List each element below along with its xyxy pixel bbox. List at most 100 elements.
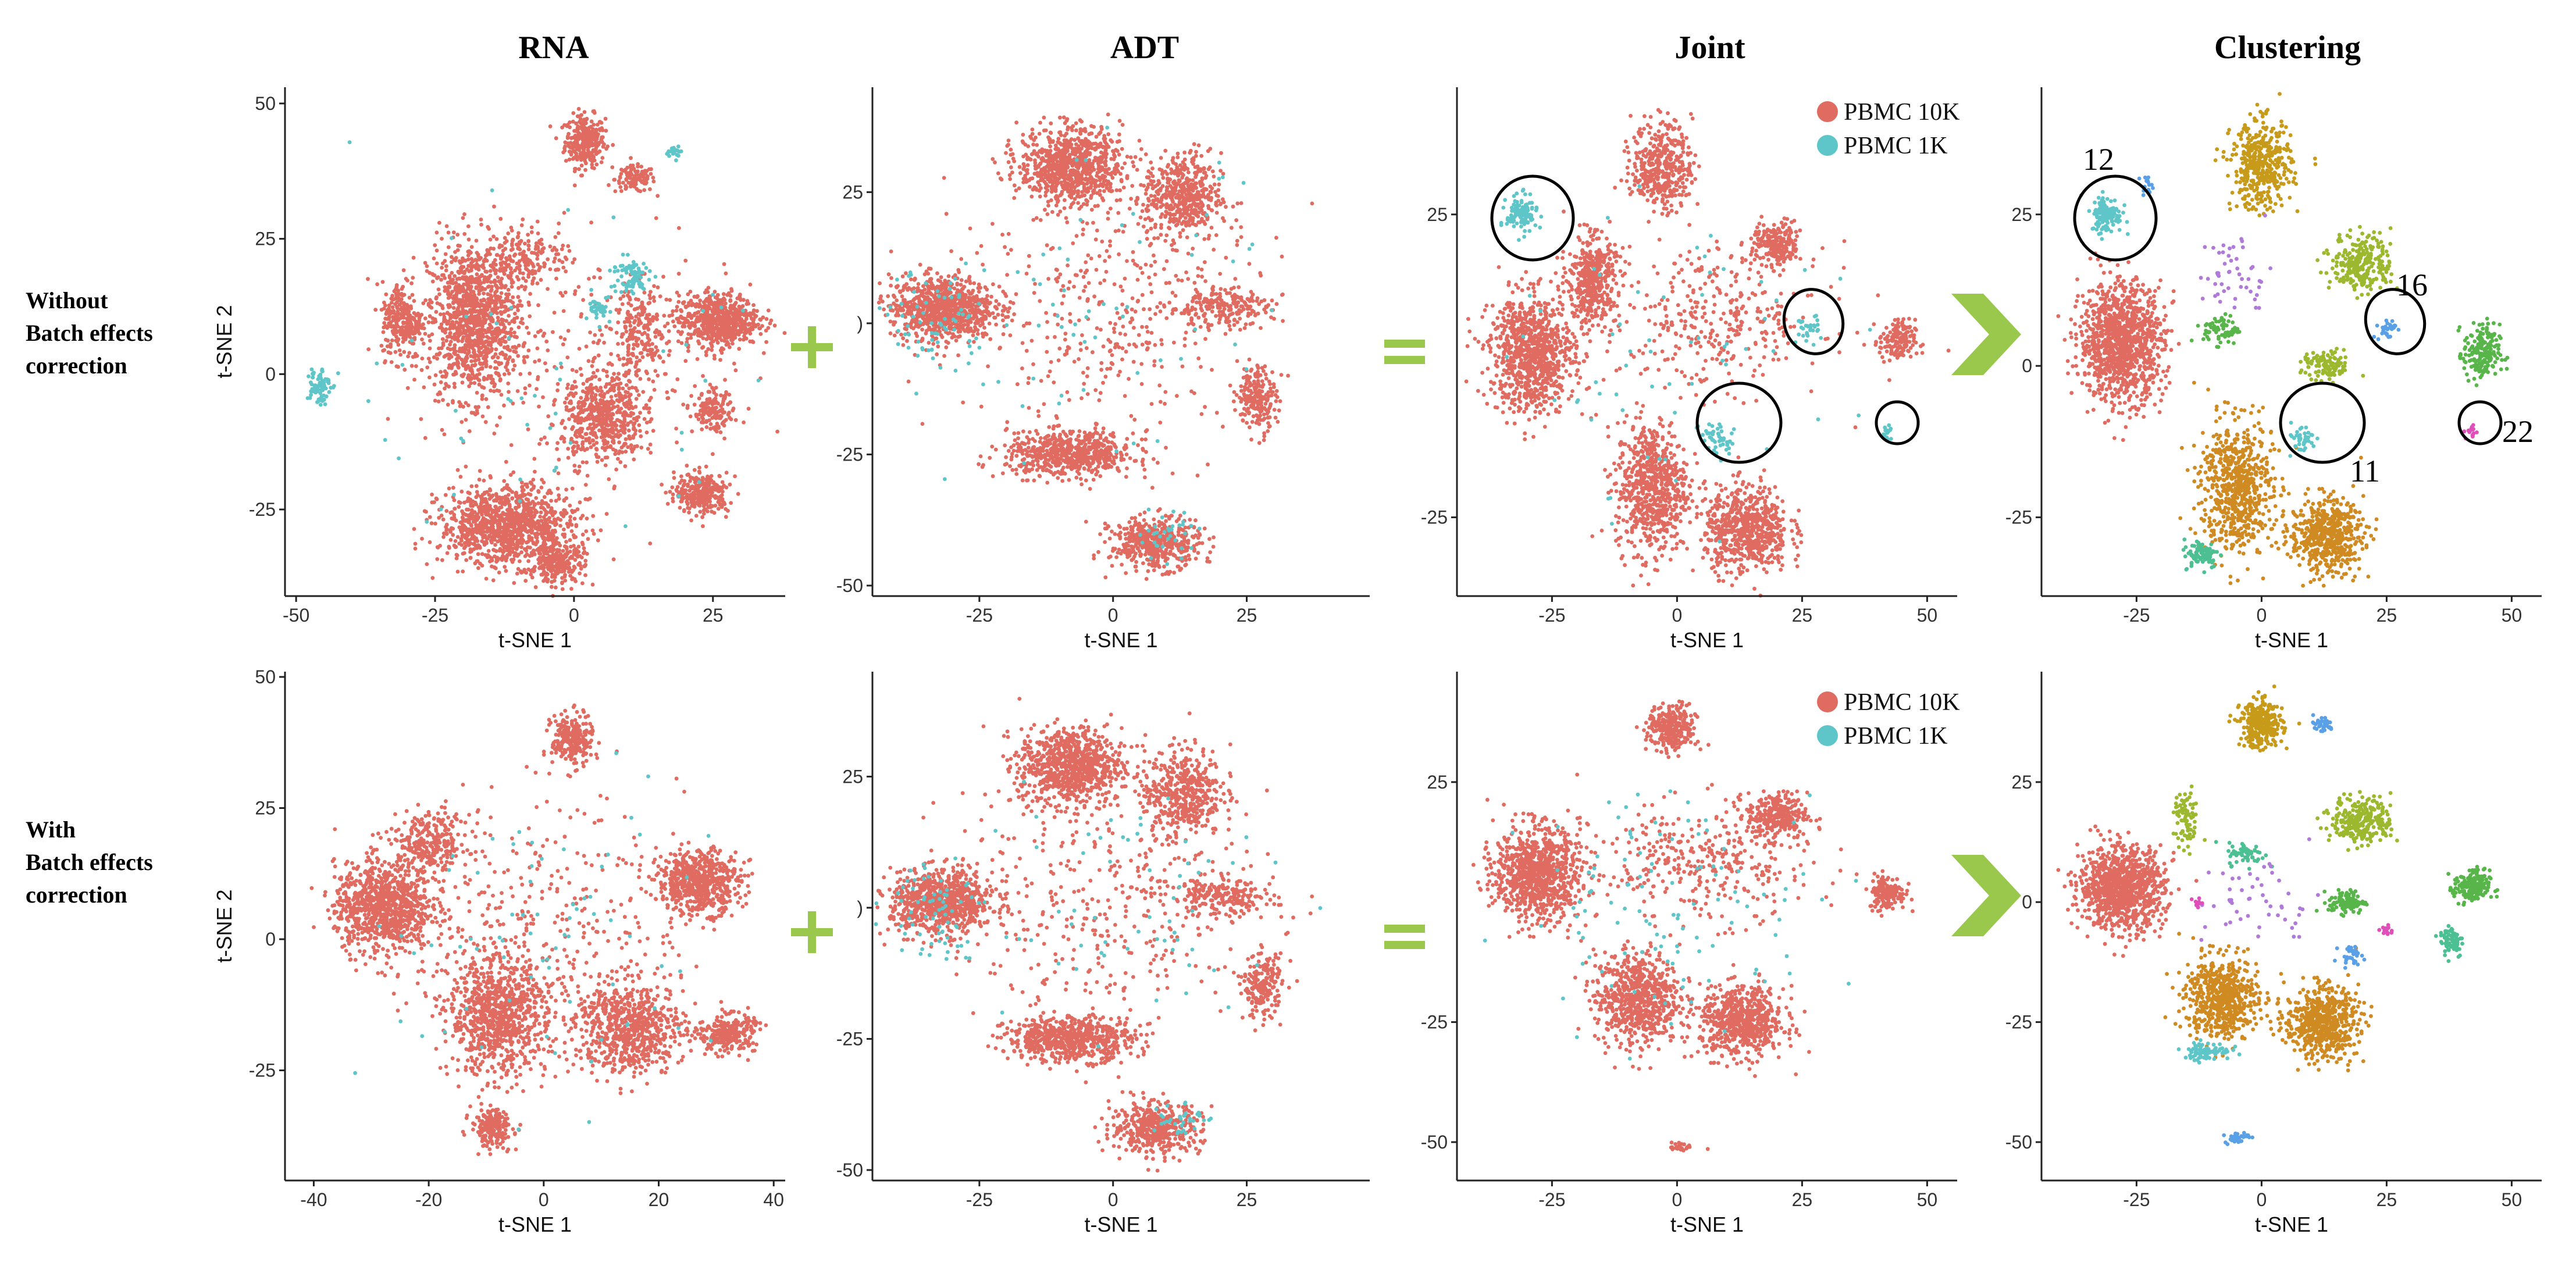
data-point (649, 318, 654, 322)
data-point (605, 390, 610, 394)
data-point (487, 299, 491, 304)
data-point (642, 417, 647, 421)
data-point (515, 389, 520, 393)
data-point (458, 276, 462, 281)
data-point (560, 125, 564, 130)
data-point (487, 497, 492, 501)
data-point (682, 300, 686, 304)
data-point (616, 457, 620, 461)
data-point (490, 540, 494, 545)
data-point (638, 189, 643, 194)
data-point (756, 322, 760, 327)
data-point (451, 372, 455, 377)
data-point (594, 147, 598, 151)
data-point (554, 540, 558, 544)
data-point (430, 576, 435, 580)
data-point (469, 261, 473, 265)
data-point (578, 426, 583, 431)
data-point (718, 430, 723, 434)
data-point (522, 568, 527, 572)
data-point (526, 492, 530, 496)
data-point (496, 361, 501, 365)
data-point (528, 314, 532, 319)
data-point (589, 431, 593, 436)
data-point (680, 330, 684, 334)
data-point (574, 524, 579, 529)
data-point (610, 379, 614, 383)
data-point (567, 417, 571, 422)
data-point (434, 309, 439, 314)
data-point (505, 548, 510, 552)
data-point (511, 470, 516, 475)
operators (791, 294, 2021, 953)
data-point (651, 295, 656, 299)
data-point (706, 330, 710, 334)
data-point (410, 293, 415, 297)
data-point (701, 487, 706, 492)
data-point (494, 366, 499, 370)
data-point (444, 268, 448, 273)
data-point (477, 382, 482, 387)
data-point (573, 558, 578, 562)
data-point (499, 291, 504, 295)
data-point (594, 130, 598, 135)
data-point (464, 356, 468, 361)
data-point (596, 416, 601, 420)
data-point (539, 486, 544, 490)
data-point (676, 339, 680, 344)
data-point (492, 518, 497, 522)
data-point (592, 340, 596, 345)
data-point (379, 344, 384, 348)
data-point (591, 130, 595, 135)
data-point (574, 121, 578, 126)
data-point (730, 318, 734, 323)
data-point (681, 483, 686, 488)
data-point (711, 324, 715, 329)
data-point (576, 544, 581, 549)
data-point (710, 336, 714, 340)
data-point (464, 558, 469, 562)
data-point (586, 537, 590, 541)
data-point (511, 557, 516, 562)
data-point (694, 513, 699, 518)
data-point (588, 156, 592, 161)
data-point (498, 310, 503, 314)
data-point (393, 350, 398, 354)
data-point (514, 334, 518, 339)
data-point (632, 457, 636, 462)
data-point (448, 538, 453, 542)
data-point (500, 541, 504, 545)
data-point (390, 305, 395, 309)
data-point (671, 499, 675, 504)
data-point (463, 541, 467, 545)
data-point (721, 292, 726, 297)
data-point (688, 479, 692, 483)
data-point (407, 351, 412, 355)
data-point (435, 356, 439, 361)
data-point (627, 394, 632, 399)
data-point (446, 245, 451, 249)
data-point (493, 271, 498, 276)
data-point (758, 332, 763, 336)
data-point (405, 386, 410, 390)
data-point (455, 327, 459, 332)
data-point (686, 506, 690, 510)
data-point (690, 498, 694, 502)
data-point (400, 305, 404, 310)
data-point (667, 353, 671, 357)
data-point (576, 420, 580, 425)
data-point (467, 269, 471, 273)
data-point (518, 559, 522, 564)
data-point (432, 256, 436, 261)
data-point (703, 303, 707, 308)
data-point (511, 359, 515, 363)
data-point (496, 522, 500, 527)
data-point (764, 340, 768, 344)
data-point (453, 507, 457, 511)
data-point (444, 371, 449, 376)
data-point (592, 123, 596, 127)
plus-sign (808, 326, 816, 368)
data-point (564, 408, 569, 412)
data-point (583, 562, 588, 567)
data-point (469, 354, 473, 358)
